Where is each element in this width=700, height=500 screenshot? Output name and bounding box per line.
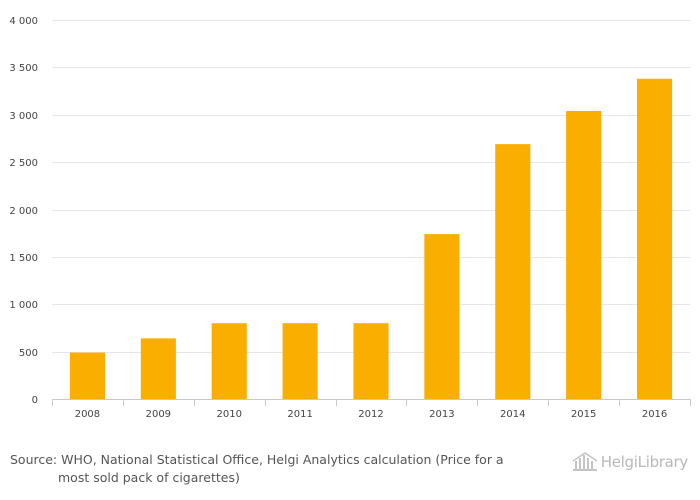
y-tick-label: 500 bbox=[19, 348, 38, 359]
bar bbox=[424, 234, 460, 399]
y-tick-label: 4 000 bbox=[9, 16, 38, 27]
y-tick-label: 2 500 bbox=[9, 158, 38, 169]
source-note-line-2: most sold pack of cigarettes) bbox=[58, 470, 240, 485]
x-tick-label: 2012 bbox=[358, 409, 383, 420]
x-tick-label: 2009 bbox=[146, 409, 171, 420]
x-axis-tick-labels: 2008 2009 2010 2011 2012 2013 2014 2015 2016 bbox=[75, 409, 668, 420]
helgi-library-logo: HelgiLibrary bbox=[572, 450, 688, 474]
y-axis-tick-labels: 0 500 1 000 1 500 2 000 2 500 3 000 3 500 4 000 bbox=[9, 16, 38, 406]
bar bbox=[566, 110, 602, 400]
x-tick-label: 2008 bbox=[75, 409, 100, 420]
bar bbox=[211, 323, 247, 399]
y-tick-label: 2 000 bbox=[9, 206, 38, 217]
y-tick-label: 0 bbox=[32, 395, 38, 406]
x-tick-label: 2014 bbox=[500, 409, 525, 420]
y-tick-label: 1 000 bbox=[9, 300, 38, 311]
bars bbox=[69, 78, 673, 400]
chart-footer: Source: WHO, National Statistical Office… bbox=[0, 440, 700, 500]
source-note-line-1: Source: WHO, National Statistical Office… bbox=[10, 452, 504, 467]
brand-name: HelgiLibrary bbox=[600, 453, 689, 471]
bar bbox=[282, 323, 318, 399]
x-tick-label: 2010 bbox=[216, 409, 241, 420]
brand-name-part-2: Library bbox=[637, 453, 689, 471]
bar bbox=[495, 144, 531, 399]
x-tick-label: 2016 bbox=[642, 409, 667, 420]
x-tick-label: 2015 bbox=[571, 409, 596, 420]
x-tick-label: 2011 bbox=[287, 409, 312, 420]
bar bbox=[637, 78, 673, 399]
y-tick-label: 3 000 bbox=[9, 111, 38, 122]
x-tick-label: 2013 bbox=[429, 409, 454, 420]
bar bbox=[140, 338, 176, 399]
bar bbox=[353, 323, 389, 399]
y-tick-label: 3 500 bbox=[9, 63, 38, 74]
bar bbox=[69, 352, 105, 399]
library-building-icon bbox=[572, 452, 598, 471]
brand-name-part-1: Helgi bbox=[600, 453, 638, 471]
y-tick-label: 1 500 bbox=[9, 253, 38, 264]
x-axis bbox=[52, 399, 691, 406]
gridlines bbox=[52, 20, 690, 353]
